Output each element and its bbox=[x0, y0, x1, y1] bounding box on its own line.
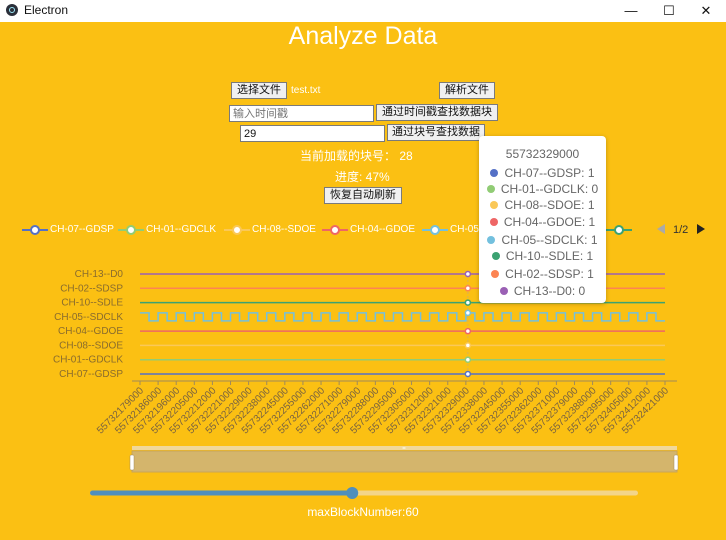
y-axis-label: CH-02--SDSP bbox=[60, 283, 123, 294]
max-block-label: maxBlockNumber:60 bbox=[307, 505, 419, 519]
datazoom-left-handle[interactable] bbox=[129, 454, 135, 471]
series-dot-icon bbox=[490, 168, 499, 177]
close-button[interactable]: ✕ bbox=[700, 3, 712, 18]
tooltip-row-text: CH-08--SDOE: 1 bbox=[504, 198, 595, 212]
tooltip-row: CH-07--GDSP: 1 bbox=[479, 166, 606, 180]
maximize-button[interactable]: ☐ bbox=[663, 3, 675, 18]
tooltip-row-text: CH-05--SDCLK: 1 bbox=[501, 233, 598, 247]
tooltip-row-text: CH-07--GDSP: 1 bbox=[504, 166, 595, 180]
highlight-point bbox=[464, 370, 472, 378]
tooltip-title: 55732329000 bbox=[505, 147, 580, 161]
series-dot-icon bbox=[486, 184, 495, 193]
y-axis-label: CH-01--GDCLK bbox=[53, 355, 123, 366]
legend-marker-icon bbox=[322, 225, 348, 235]
highlight-point bbox=[464, 356, 472, 363]
find-by-timestamp-button[interactable]: 通过时间戳查找数据块 bbox=[376, 104, 498, 121]
highlight-point bbox=[464, 285, 472, 292]
legend-marker-icon bbox=[606, 225, 632, 235]
legend-label: CH-08--SDOE bbox=[252, 224, 316, 235]
tooltip-row-text: CH-02--SDSP: 1 bbox=[505, 267, 594, 281]
legend-label: CH-07--GDSP bbox=[50, 224, 114, 235]
tooltip-row-text: CH-10--SDLE: 1 bbox=[505, 249, 594, 263]
tooltip-row: CH-02--SDSP: 1 bbox=[479, 267, 606, 281]
y-axis-label: CH-05--SDCLK bbox=[54, 312, 123, 323]
legend-marker-icon bbox=[118, 225, 144, 235]
legend-prev-icon[interactable] bbox=[656, 223, 666, 238]
series-dot-icon bbox=[491, 269, 500, 278]
tooltip-row: CH-08--SDOE: 1 bbox=[479, 198, 606, 212]
window-titlebar: Electron — ☐ ✕ bbox=[0, 0, 726, 22]
file-name-label: test.txt bbox=[291, 85, 321, 96]
highlight-point bbox=[464, 299, 472, 306]
datazoom-top-bar bbox=[132, 446, 677, 450]
legend-next-icon[interactable] bbox=[696, 223, 706, 238]
legend-label: CH-04--GDOE bbox=[350, 224, 416, 235]
y-axis-label: CH-04--GDOE bbox=[58, 326, 123, 337]
tooltip-row-text: CH-04--GDOE: 1 bbox=[503, 215, 596, 229]
page-title: Analyze Data bbox=[288, 22, 438, 50]
tooltip-row-text: CH-13--D0: 0 bbox=[513, 284, 586, 298]
legend-page-indicator: 1/2 bbox=[673, 224, 689, 236]
progress-label: 进度: 47% bbox=[335, 170, 390, 184]
legend-marker-icon bbox=[224, 225, 250, 235]
tooltip-row: CH-13--D0: 0 bbox=[479, 284, 606, 298]
window-title: Electron bbox=[24, 3, 69, 17]
series-dot-icon bbox=[487, 235, 496, 244]
legend-marker-icon bbox=[22, 225, 48, 235]
y-axis-label: CH-08--SDOE bbox=[59, 340, 123, 351]
timestamp-input[interactable] bbox=[229, 105, 374, 122]
current-block-label: 当前加载的块号： 28 bbox=[300, 149, 413, 163]
y-axis-label: CH-13--D0 bbox=[75, 269, 124, 280]
series-dot-icon bbox=[490, 200, 499, 209]
block-number-input[interactable] bbox=[240, 125, 385, 142]
tooltip-row: CH-10--SDLE: 1 bbox=[479, 249, 606, 263]
y-axis-label: CH-10--SDLE bbox=[61, 298, 123, 309]
slider-fill bbox=[90, 490, 353, 496]
tooltip-row: CH-01--GDCLK: 0 bbox=[479, 182, 606, 196]
tooltip-row: CH-05--SDCLK: 1 bbox=[479, 233, 606, 247]
resume-refresh-button[interactable]: 恢复自动刷新 bbox=[324, 187, 402, 204]
electron-logo-icon bbox=[6, 4, 18, 16]
datazoom-window[interactable] bbox=[131, 450, 678, 473]
legend-marker-icon bbox=[422, 225, 448, 235]
tooltip-row: CH-04--GDOE: 1 bbox=[479, 215, 606, 229]
parse-file-button[interactable]: 解析文件 bbox=[439, 82, 495, 99]
y-axis-label: CH-07--GDSP bbox=[59, 369, 123, 380]
select-file-button[interactable]: 选择文件 bbox=[231, 82, 287, 99]
highlight-point bbox=[464, 270, 472, 278]
series-line bbox=[140, 312, 665, 322]
datazoom-right-handle[interactable] bbox=[673, 454, 679, 471]
tooltip-row-text: CH-01--GDCLK: 0 bbox=[500, 182, 599, 196]
find-by-block-button[interactable]: 通过块号查找数据 bbox=[387, 124, 485, 141]
series-dot-icon bbox=[489, 217, 498, 226]
slider-thumb[interactable] bbox=[346, 487, 359, 499]
highlight-point bbox=[464, 309, 472, 317]
legend-label: CH-01--GDCLK bbox=[146, 224, 217, 235]
datazoom-grip-icon: = bbox=[402, 446, 406, 452]
highlight-point bbox=[464, 327, 472, 335]
highlight-point bbox=[464, 342, 472, 349]
series-dot-icon bbox=[499, 286, 508, 295]
series-dot-icon bbox=[491, 251, 500, 260]
chart-tooltip: 55732329000 CH-07--GDSP: 1 CH-01--GDCLK:… bbox=[479, 136, 606, 303]
minimize-button[interactable]: — bbox=[624, 3, 638, 18]
